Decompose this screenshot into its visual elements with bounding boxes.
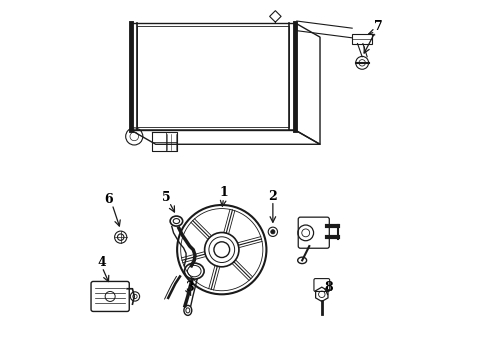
Text: 2: 2 [269, 190, 277, 203]
Text: 1: 1 [219, 186, 228, 199]
Text: 3: 3 [185, 282, 194, 294]
Text: 7: 7 [373, 20, 382, 33]
Text: 6: 6 [104, 193, 113, 206]
Text: 8: 8 [325, 281, 333, 294]
Text: 4: 4 [98, 256, 106, 269]
Text: 5: 5 [162, 191, 171, 204]
Circle shape [270, 230, 275, 234]
